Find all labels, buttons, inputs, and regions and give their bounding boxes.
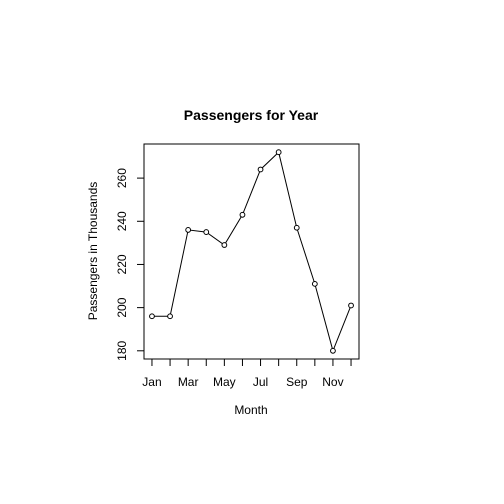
data-point [330,347,336,354]
x-axis: Jan Mar May Jul Sep Nov [142,358,352,389]
x-tick-label: Jan [142,375,161,389]
chart-title: Passengers for Year [184,107,319,123]
data-point [185,227,192,233]
data-point [167,313,173,320]
data-point [203,229,210,235]
data-point [257,166,264,173]
y-tick-label: 260 [115,168,129,188]
data-point [348,302,354,309]
data-point [221,242,228,248]
x-axis-label: Month [234,403,267,417]
x-tick-label: May [213,375,236,389]
y-tick-label: 240 [115,211,129,231]
y-tick-label: 220 [115,254,129,274]
y-tick-label: 180 [115,340,129,360]
series-line [151,151,352,353]
x-tick-label: Nov [322,375,343,389]
x-tick-label: Mar [178,375,199,389]
x-tick-label: Jul [253,375,268,389]
y-axis: 180 200 220 240 260 [115,168,145,361]
data-point [293,224,300,231]
data-point [311,280,318,287]
y-axis-label: Passengers in Thousands [86,182,100,321]
data-point [149,313,155,320]
data-point [239,211,246,218]
y-tick-label: 200 [115,297,129,317]
data-point [275,149,282,156]
data-points [149,149,354,354]
x-tick-label: Sep [286,375,308,389]
